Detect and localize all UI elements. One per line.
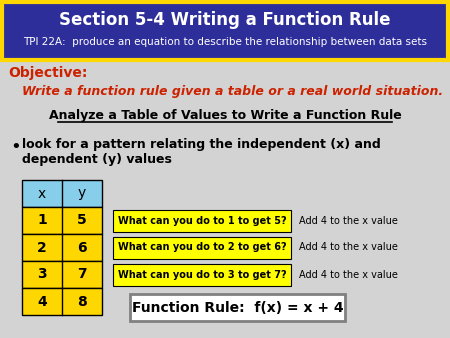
- Text: 6: 6: [77, 241, 87, 255]
- Text: What can you do to 1 to get 5?: What can you do to 1 to get 5?: [118, 216, 286, 225]
- Text: 1: 1: [37, 214, 47, 227]
- FancyBboxPatch shape: [22, 261, 102, 288]
- FancyBboxPatch shape: [22, 180, 102, 207]
- Text: •: •: [10, 138, 21, 156]
- Text: TPI 22A:  produce an equation to describe the relationship between data sets: TPI 22A: produce an equation to describe…: [23, 37, 427, 47]
- Text: 7: 7: [77, 267, 87, 282]
- FancyBboxPatch shape: [2, 2, 448, 60]
- Text: Add 4 to the x value: Add 4 to the x value: [299, 242, 398, 252]
- Text: 8: 8: [77, 294, 87, 309]
- Text: Write a function rule given a table or a real world situation.: Write a function rule given a table or a…: [22, 84, 443, 97]
- Text: Add 4 to the x value: Add 4 to the x value: [299, 269, 398, 280]
- Text: Objective:: Objective:: [8, 66, 87, 80]
- FancyBboxPatch shape: [22, 288, 102, 315]
- Text: Section 5-4 Writing a Function Rule: Section 5-4 Writing a Function Rule: [59, 11, 391, 29]
- Text: Add 4 to the x value: Add 4 to the x value: [299, 216, 398, 225]
- Text: x: x: [38, 187, 46, 200]
- Text: look for a pattern relating the independent (x) and
dependent (y) values: look for a pattern relating the independ…: [22, 138, 381, 166]
- FancyBboxPatch shape: [113, 264, 291, 286]
- Text: Analyze a Table of Values to Write a Function Rule: Analyze a Table of Values to Write a Fun…: [49, 110, 401, 122]
- FancyBboxPatch shape: [113, 237, 291, 259]
- Text: What can you do to 3 to get 7?: What can you do to 3 to get 7?: [118, 269, 286, 280]
- Text: 4: 4: [37, 294, 47, 309]
- Text: Function Rule:  f(x) = x + 4: Function Rule: f(x) = x + 4: [132, 300, 343, 314]
- FancyBboxPatch shape: [113, 210, 291, 232]
- Text: y: y: [78, 187, 86, 200]
- Text: 3: 3: [37, 267, 47, 282]
- FancyBboxPatch shape: [22, 207, 102, 234]
- FancyBboxPatch shape: [22, 234, 102, 261]
- Text: 2: 2: [37, 241, 47, 255]
- Text: What can you do to 2 to get 6?: What can you do to 2 to get 6?: [118, 242, 286, 252]
- Text: 5: 5: [77, 214, 87, 227]
- FancyBboxPatch shape: [130, 294, 345, 321]
